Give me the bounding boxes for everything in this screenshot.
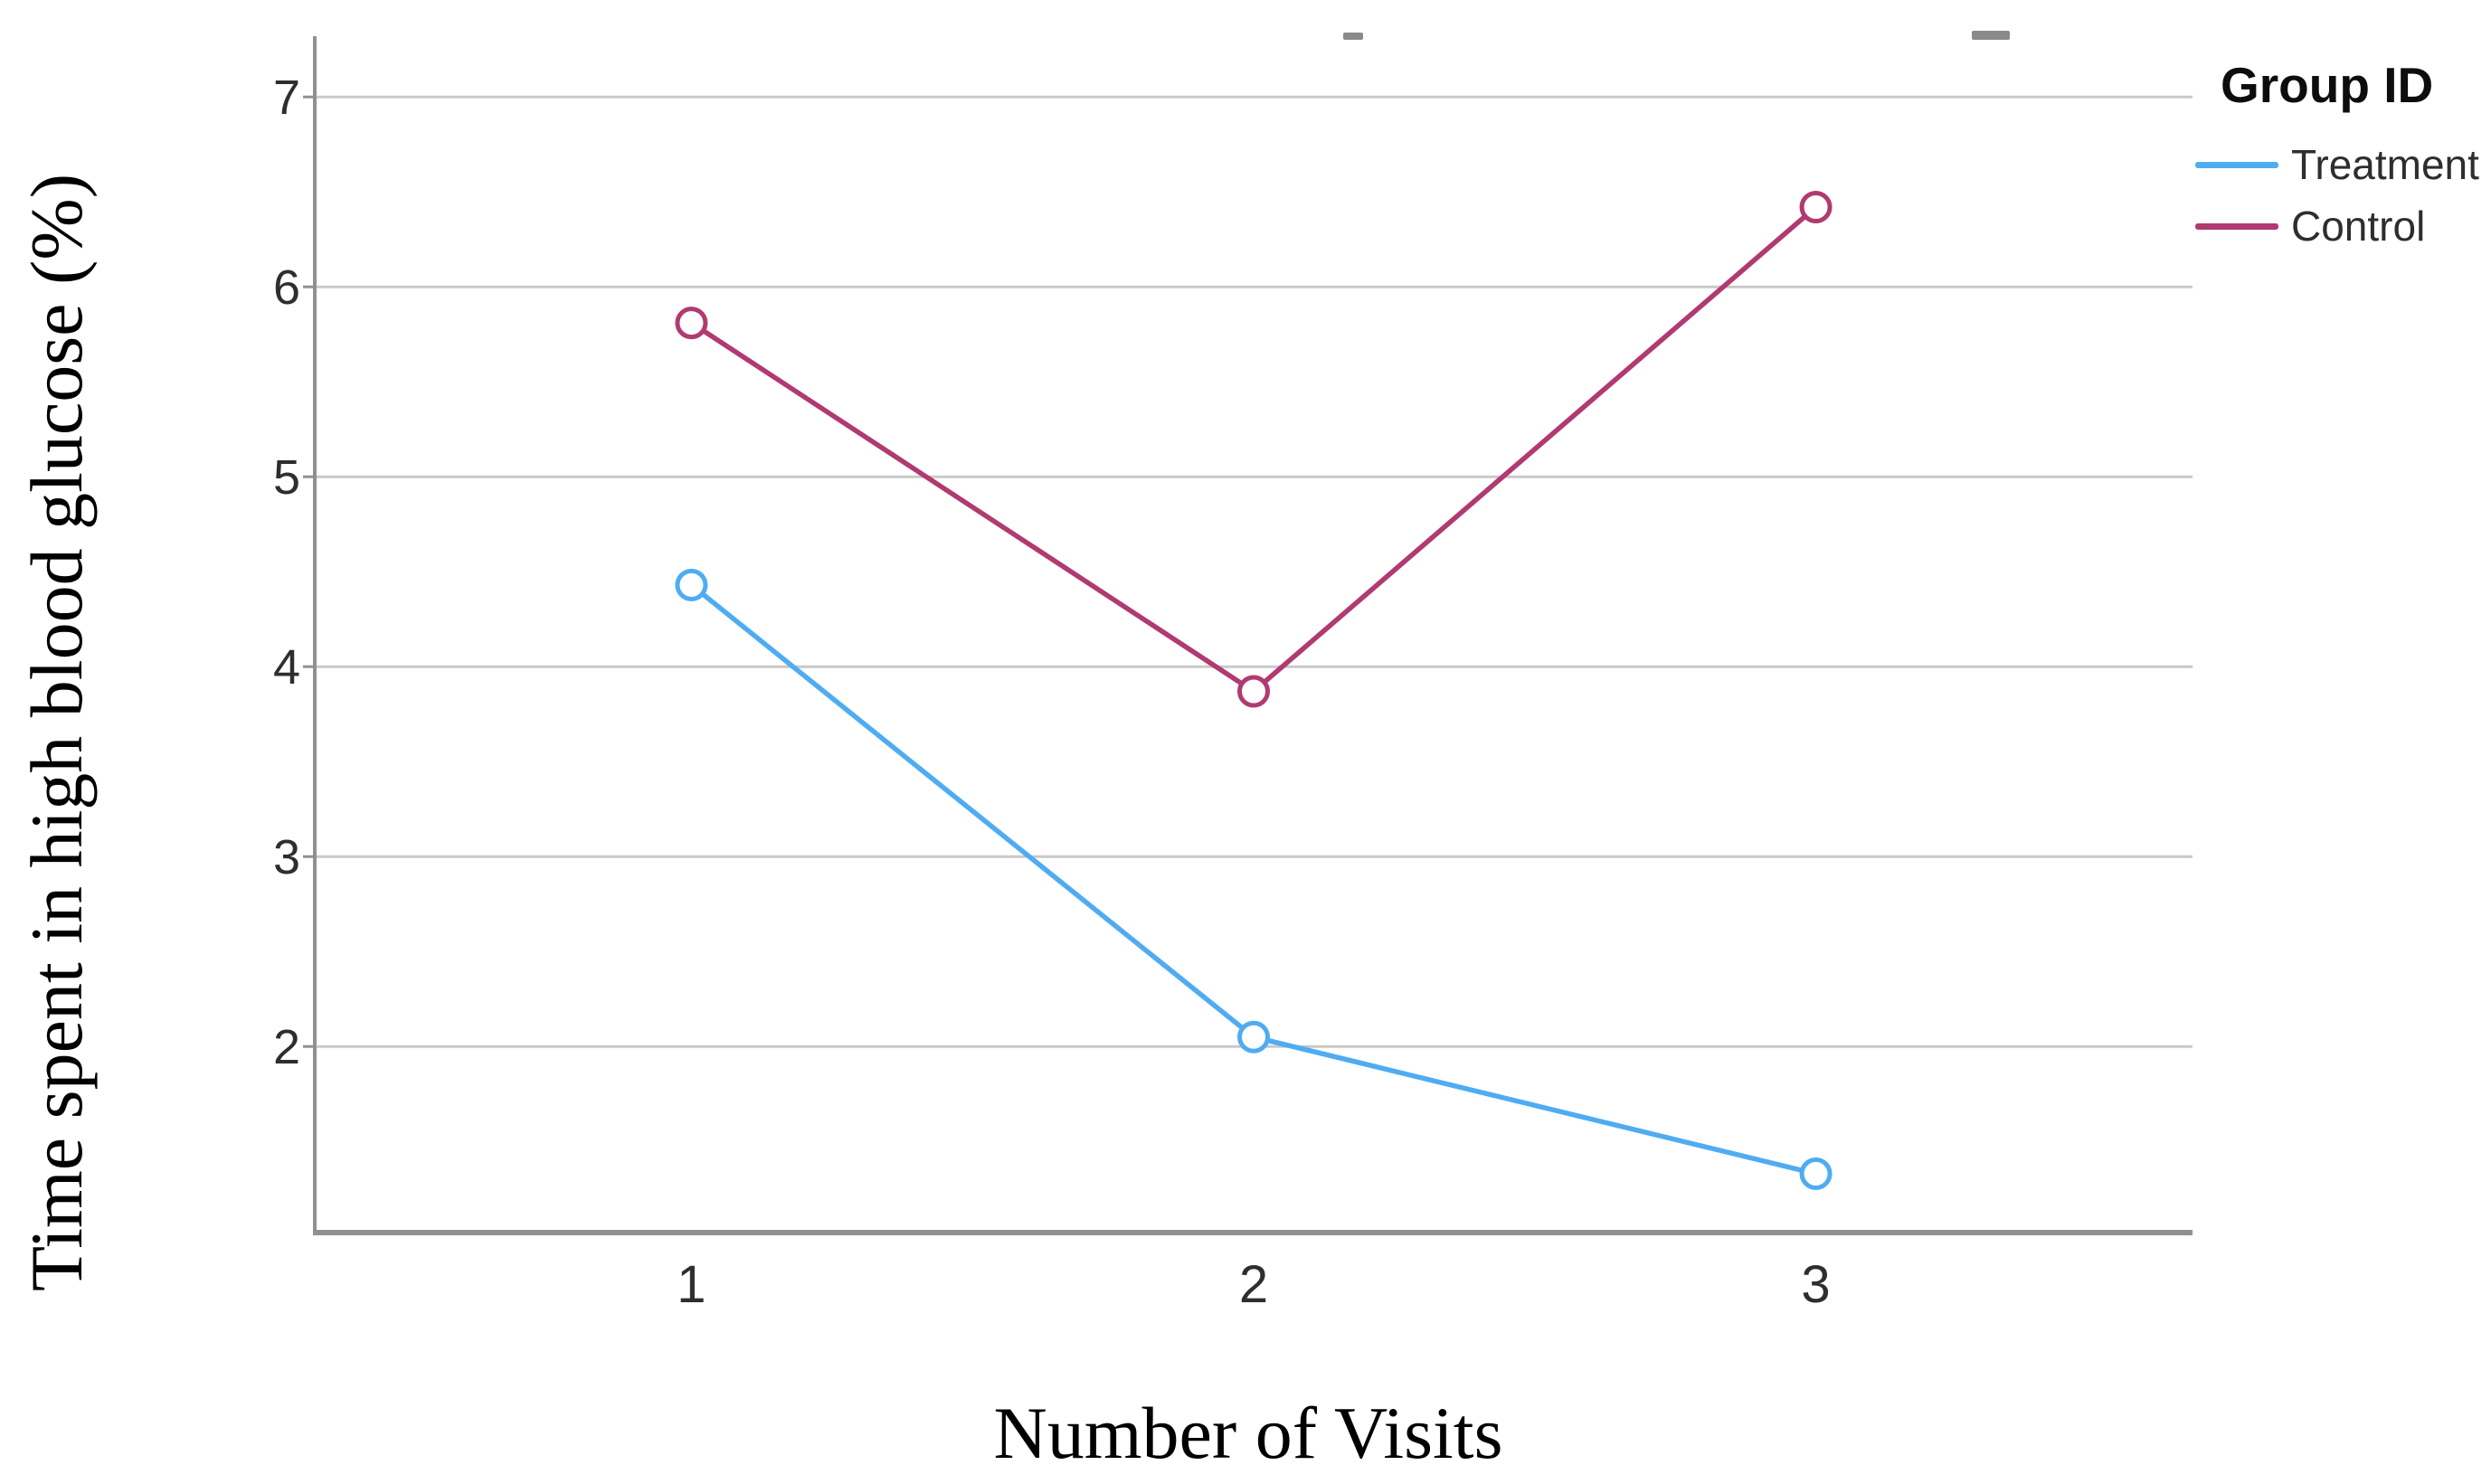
treatment-line-swatch — [2195, 161, 2278, 168]
legend-label-treatment: Treatment — [2291, 141, 2479, 188]
legend-item-treatment: Treatment — [2195, 141, 2479, 188]
svg-text:2: 2 — [1239, 1255, 1268, 1314]
x-axis-title: Number of Visits — [993, 1392, 1503, 1474]
svg-text:2: 2 — [273, 1020, 300, 1074]
svg-text:4: 4 — [273, 640, 300, 695]
svg-text:3: 3 — [273, 830, 300, 884]
legend: Group ID Treatment Control — [2195, 56, 2479, 250]
y-axis-title: Time spent in high blood glucose (%) — [15, 173, 98, 1292]
control-line-swatch — [2195, 222, 2278, 230]
legend-label-control: Control — [2291, 203, 2426, 250]
crop-artifact-right — [1972, 31, 2010, 40]
svg-text:7: 7 — [273, 71, 300, 125]
svg-text:1: 1 — [677, 1255, 706, 1314]
svg-text:3: 3 — [1801, 1255, 1830, 1314]
legend-item-control: Control — [2195, 203, 2479, 250]
crop-artifact-left — [1343, 33, 1363, 40]
legend-title: Group ID — [2221, 57, 2434, 113]
svg-text:5: 5 — [273, 450, 300, 505]
svg-text:6: 6 — [273, 260, 300, 315]
